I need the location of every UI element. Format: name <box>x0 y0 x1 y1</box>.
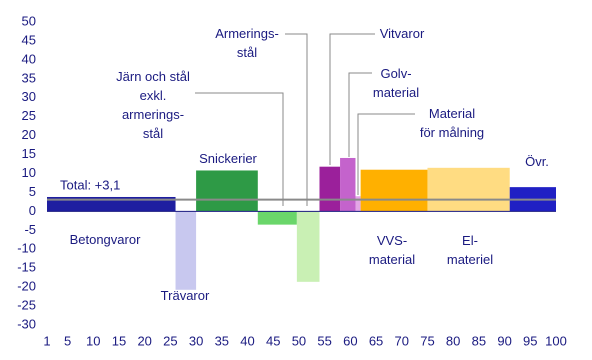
label-line: exkl. <box>140 88 167 103</box>
x-tick-label: 10 <box>86 333 100 348</box>
y-tick-label: 50 <box>22 13 36 28</box>
x-tick-label: 95 <box>523 333 537 348</box>
y-tick-label: 25 <box>22 108 36 123</box>
bar <box>427 167 510 212</box>
bar <box>175 211 197 290</box>
x-tick-label: 35 <box>215 333 229 348</box>
x-tick-label: 1 <box>43 333 50 348</box>
bar <box>196 170 258 212</box>
x-tick-label: 65 <box>369 333 383 348</box>
category-label: Övr. <box>525 154 549 169</box>
y-tick-label: -20 <box>17 279 36 294</box>
category-label: Betongvaror <box>70 232 141 247</box>
label-line: Golv- <box>380 66 411 81</box>
category-label: Armerings-stål <box>215 26 279 60</box>
x-tick-label: 70 <box>395 333 409 348</box>
y-tick-label: 35 <box>22 70 36 85</box>
bar <box>296 211 320 282</box>
bar <box>319 166 341 212</box>
y-tick-label: 15 <box>22 146 36 161</box>
label-line: materiel <box>447 252 493 267</box>
y-tick-label: 40 <box>22 51 36 66</box>
x-tick-label: 55 <box>317 333 331 348</box>
label-line: El- <box>462 233 478 248</box>
label-line: Snickerier <box>199 151 257 166</box>
y-tick-label: 5 <box>29 184 36 199</box>
x-tick-label: 60 <box>343 333 357 348</box>
x-tick-label: 15 <box>112 333 126 348</box>
y-tick-label: -25 <box>17 298 36 313</box>
label-line: Material <box>429 106 475 121</box>
y-tick-label: 10 <box>22 165 36 180</box>
bar <box>355 196 361 212</box>
category-label: VVS-material <box>369 233 415 267</box>
y-tick-label: -15 <box>17 260 36 275</box>
category-label: Järn och stål exkl. armerings-stål <box>116 69 190 141</box>
y-tick-label: 30 <box>22 89 36 104</box>
x-tick-label: 40 <box>240 333 254 348</box>
category-label: Trävaror <box>161 288 210 303</box>
category-label: Snickerier <box>199 151 257 166</box>
label-line: Övr. <box>525 154 549 169</box>
label-line: armerings- <box>122 107 184 122</box>
label-line: stål <box>143 126 163 141</box>
y-tick-label: -10 <box>17 241 36 256</box>
category-label: Golv-material <box>373 66 419 100</box>
label-line: Järn och stål <box>116 69 190 84</box>
x-tick-label: 50 <box>292 333 306 348</box>
leader-line <box>329 33 375 165</box>
label-line: Armerings- <box>215 26 279 41</box>
label-line: för målning <box>420 125 484 140</box>
x-tick-label: 80 <box>446 333 460 348</box>
label-line: material <box>373 85 419 100</box>
total-label: Total: +3,1 <box>60 177 120 192</box>
y-tick-label: 45 <box>22 32 36 47</box>
category-label: El-materiel <box>447 233 493 267</box>
y-tick-label: -5 <box>24 222 36 237</box>
x-tick-label: 90 <box>497 333 511 348</box>
label-line: Trävaror <box>161 288 210 303</box>
x-tick-label: 25 <box>163 333 177 348</box>
category-label: Material för målning <box>420 106 484 140</box>
x-tick-label: 20 <box>137 333 151 348</box>
leader-line <box>285 33 308 206</box>
label-line: material <box>369 252 415 267</box>
y-tick-label: -30 <box>17 316 36 331</box>
x-tick-label: 85 <box>472 333 486 348</box>
y-tick-label: 20 <box>22 127 36 142</box>
label-line: Betongvaror <box>70 232 141 247</box>
leader-line <box>348 72 372 157</box>
y-tick-label: 0 <box>29 203 36 218</box>
x-tick-label: 75 <box>420 333 434 348</box>
x-tick-label: 100 <box>545 333 567 348</box>
category-label: Vitvaror <box>380 26 425 41</box>
bar <box>360 169 428 212</box>
label-line: VVS- <box>377 233 407 248</box>
leader-line <box>195 92 284 206</box>
label-line: Vitvaror <box>380 26 425 41</box>
x-tick-label: 30 <box>189 333 203 348</box>
x-tick-label: 45 <box>266 333 280 348</box>
x-tick-label: 5 <box>64 333 71 348</box>
bar <box>340 157 356 212</box>
label-line: stål <box>237 45 257 60</box>
bar <box>257 211 297 225</box>
leader-line <box>357 113 415 195</box>
